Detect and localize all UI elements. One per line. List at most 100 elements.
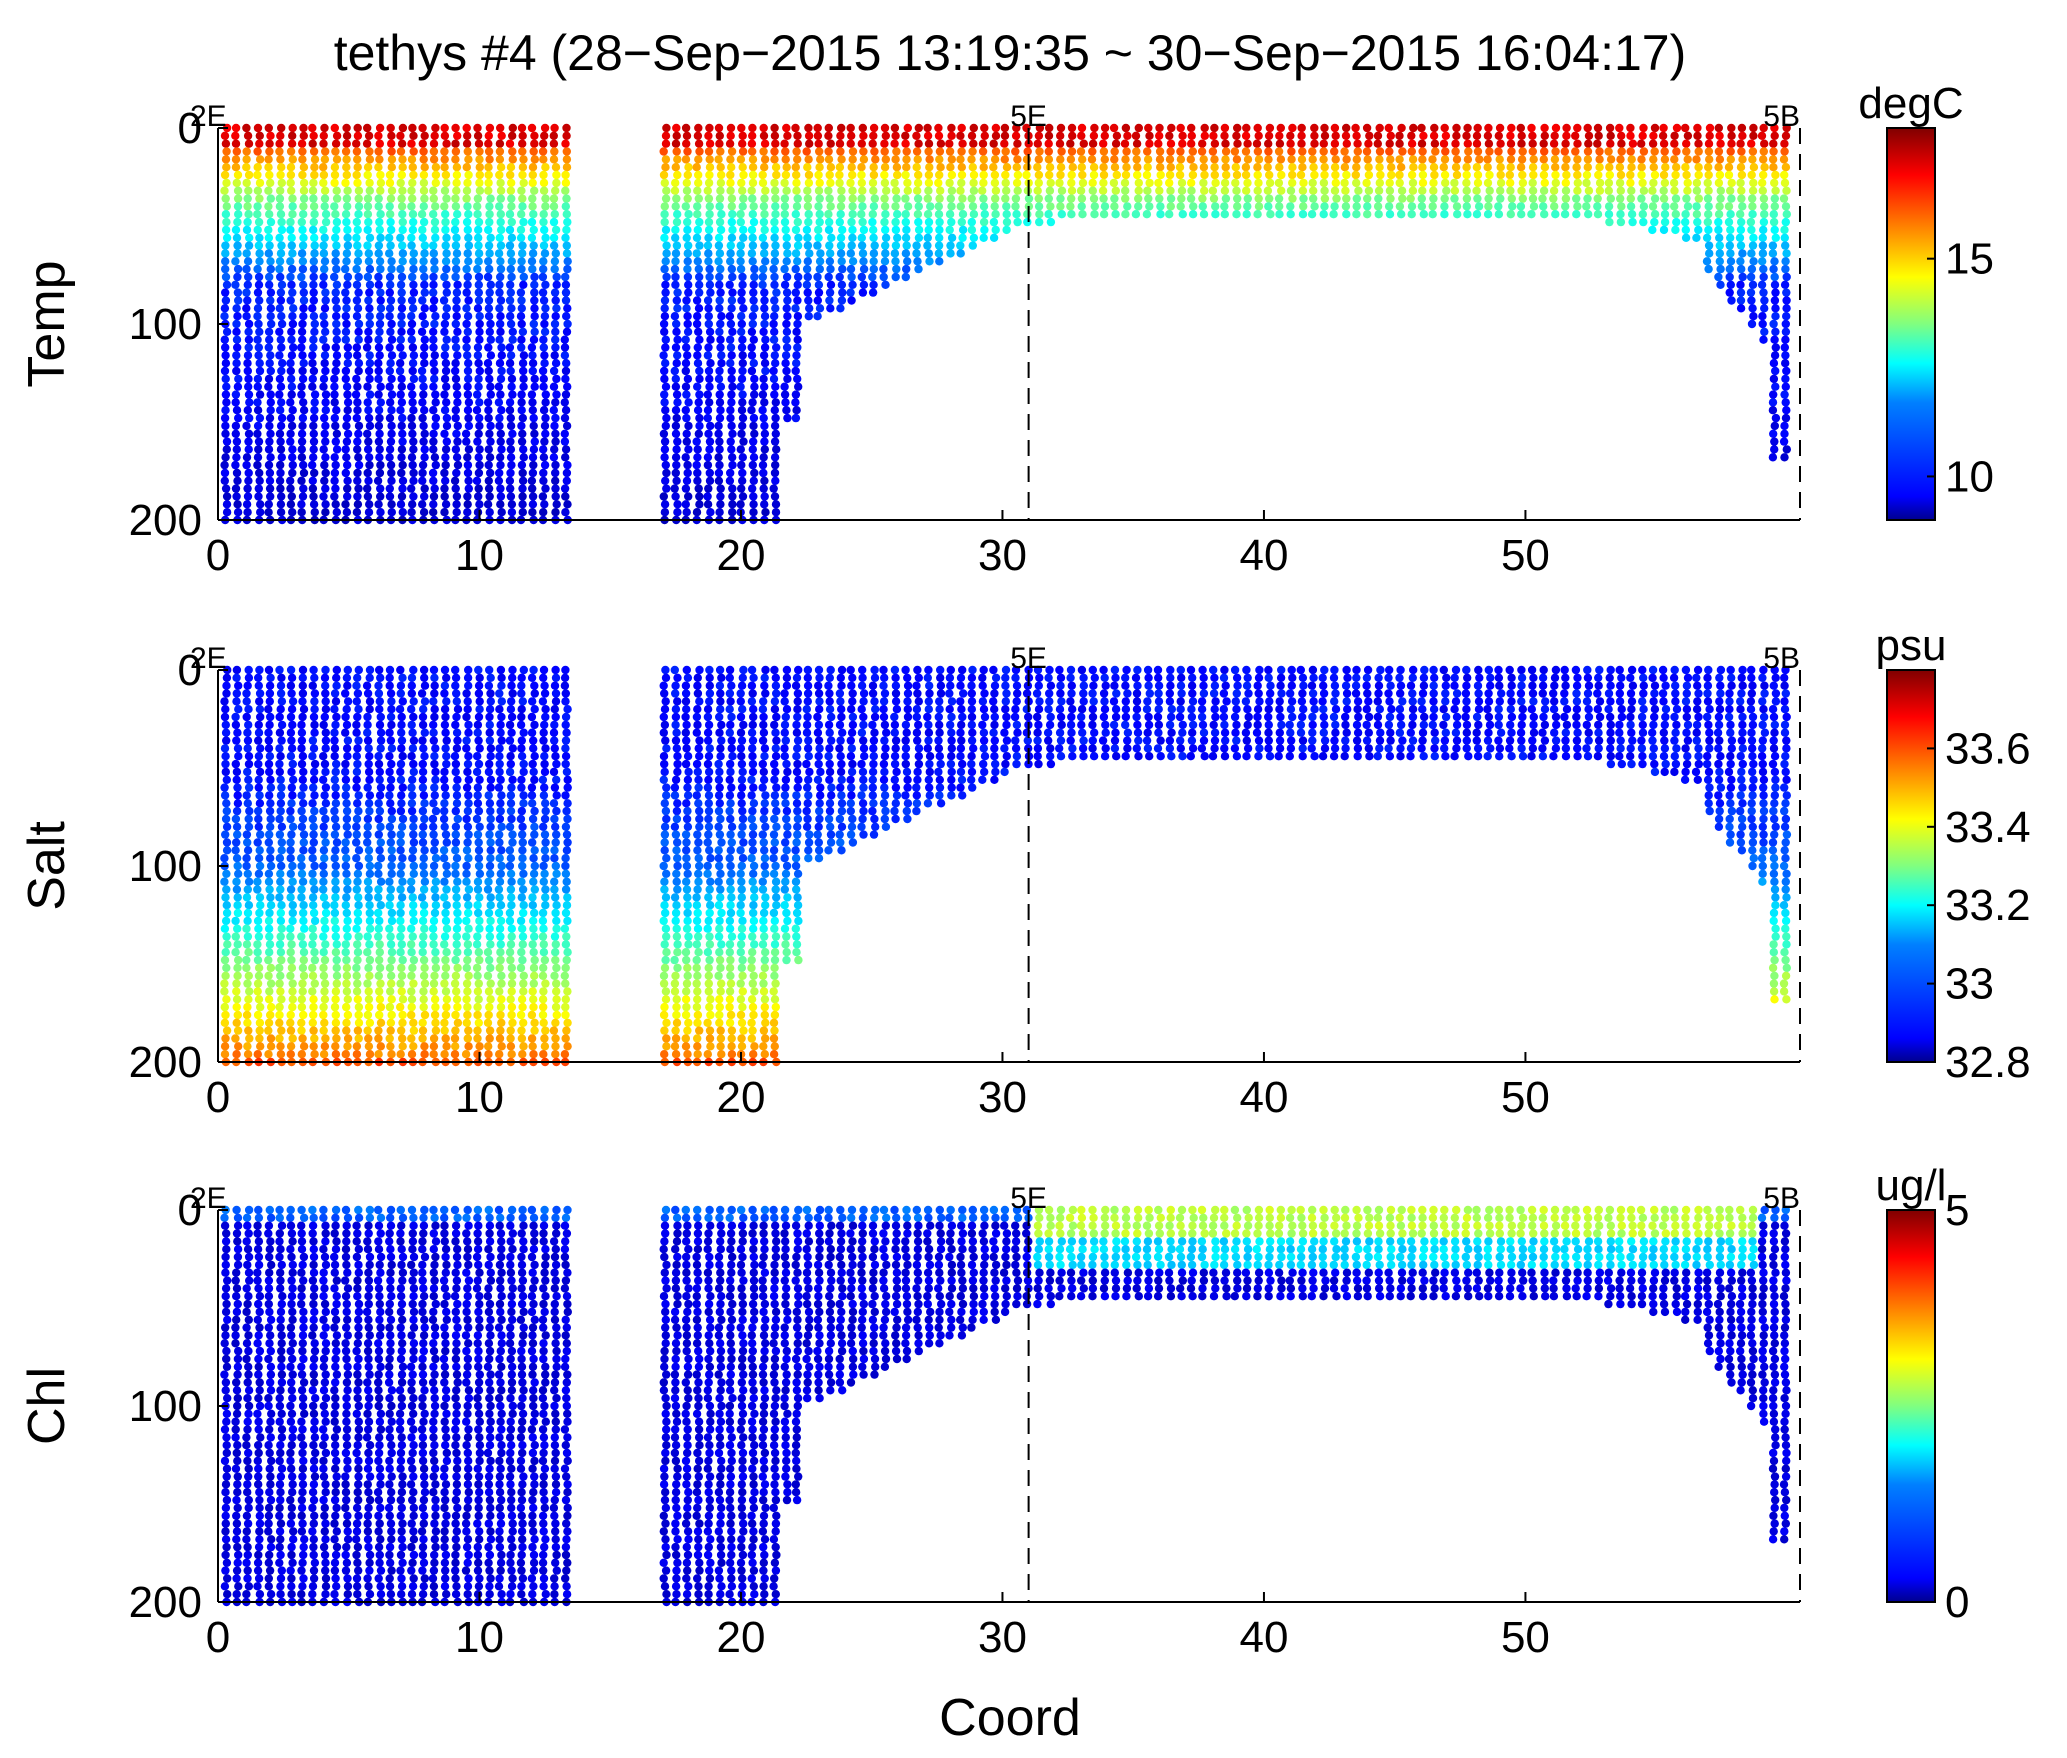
data-point xyxy=(330,398,339,407)
data-point xyxy=(264,705,273,714)
data-point xyxy=(1694,194,1704,203)
data-point xyxy=(1374,194,1383,203)
data-point xyxy=(925,257,934,266)
data-point xyxy=(1067,186,1077,195)
data-point xyxy=(352,728,361,737)
data-point xyxy=(473,202,482,211)
data-point xyxy=(1605,217,1614,227)
data-point xyxy=(1759,335,1768,344)
data-point xyxy=(276,335,285,344)
data-point xyxy=(1780,139,1789,148)
data-point xyxy=(353,979,362,988)
data-point xyxy=(770,327,779,336)
data-point xyxy=(254,681,263,690)
data-point xyxy=(692,249,701,258)
data-point xyxy=(803,194,813,203)
data-point xyxy=(1441,178,1450,188)
data-point xyxy=(221,814,231,824)
data-point xyxy=(749,508,758,517)
data-point xyxy=(1232,131,1241,140)
data-point xyxy=(286,924,295,933)
data-point xyxy=(1440,123,1449,133)
data-point xyxy=(1252,139,1262,148)
data-point xyxy=(387,264,396,274)
data-point xyxy=(760,249,769,258)
data-point xyxy=(255,390,265,399)
data-point xyxy=(1483,155,1492,164)
data-point xyxy=(387,830,396,839)
data-point xyxy=(1374,210,1383,219)
data-point xyxy=(1704,147,1714,156)
data-point xyxy=(1561,194,1571,203)
data-point xyxy=(673,210,682,219)
data-point xyxy=(682,186,692,195)
data-point xyxy=(464,830,473,839)
data-point xyxy=(429,861,439,871)
data-point xyxy=(276,705,285,714)
data-point xyxy=(1704,202,1713,211)
data-point xyxy=(1582,202,1591,211)
data-point xyxy=(770,272,779,282)
data-point xyxy=(793,374,802,384)
data-point xyxy=(276,775,285,784)
data-point xyxy=(342,304,351,313)
data-point xyxy=(717,312,726,321)
data-point xyxy=(396,359,405,368)
data-point xyxy=(1066,155,1076,164)
data-point xyxy=(1617,147,1626,156)
data-point xyxy=(341,178,350,188)
data-point xyxy=(738,492,748,501)
data-point xyxy=(331,783,340,792)
data-point xyxy=(1241,131,1251,140)
data-point xyxy=(341,468,350,478)
data-point xyxy=(673,437,682,446)
data-point xyxy=(319,241,328,250)
data-point xyxy=(1735,233,1745,242)
data-point xyxy=(320,712,329,722)
data-point xyxy=(496,492,506,501)
data-point xyxy=(300,924,309,933)
data-point xyxy=(782,123,791,133)
data-point xyxy=(243,508,252,517)
data-point xyxy=(923,241,932,250)
data-point xyxy=(1310,123,1319,133)
data-point xyxy=(695,492,704,501)
data-point xyxy=(319,312,328,321)
data-point xyxy=(407,421,417,431)
data-point xyxy=(706,508,715,517)
data-point xyxy=(429,155,439,164)
data-point xyxy=(353,225,362,235)
data-point xyxy=(319,775,328,784)
data-point xyxy=(1561,139,1570,148)
data-point xyxy=(244,995,253,1004)
data-point xyxy=(803,163,812,172)
data-point xyxy=(277,217,286,227)
data-point xyxy=(1715,155,1725,164)
data-point xyxy=(475,673,484,682)
data-point xyxy=(409,759,418,769)
data-point xyxy=(374,147,383,156)
data-point xyxy=(924,249,933,258)
data-point xyxy=(497,351,506,360)
data-point xyxy=(374,249,383,258)
data-point xyxy=(1670,186,1679,195)
data-point xyxy=(880,170,889,180)
data-point xyxy=(442,838,451,847)
data-point xyxy=(659,492,668,501)
data-point xyxy=(485,288,494,297)
data-point xyxy=(342,249,352,258)
data-point xyxy=(441,500,451,509)
data-point xyxy=(429,335,438,344)
data-point xyxy=(342,1002,351,1012)
data-point xyxy=(1220,178,1230,188)
data-point xyxy=(308,123,317,133)
data-point xyxy=(475,155,484,164)
data-point xyxy=(475,705,484,714)
data-point xyxy=(243,744,252,753)
data-point xyxy=(682,508,691,517)
data-point xyxy=(747,351,757,360)
data-point xyxy=(242,304,251,313)
data-point xyxy=(266,390,275,399)
data-point xyxy=(1165,210,1174,219)
data-point xyxy=(517,210,526,219)
